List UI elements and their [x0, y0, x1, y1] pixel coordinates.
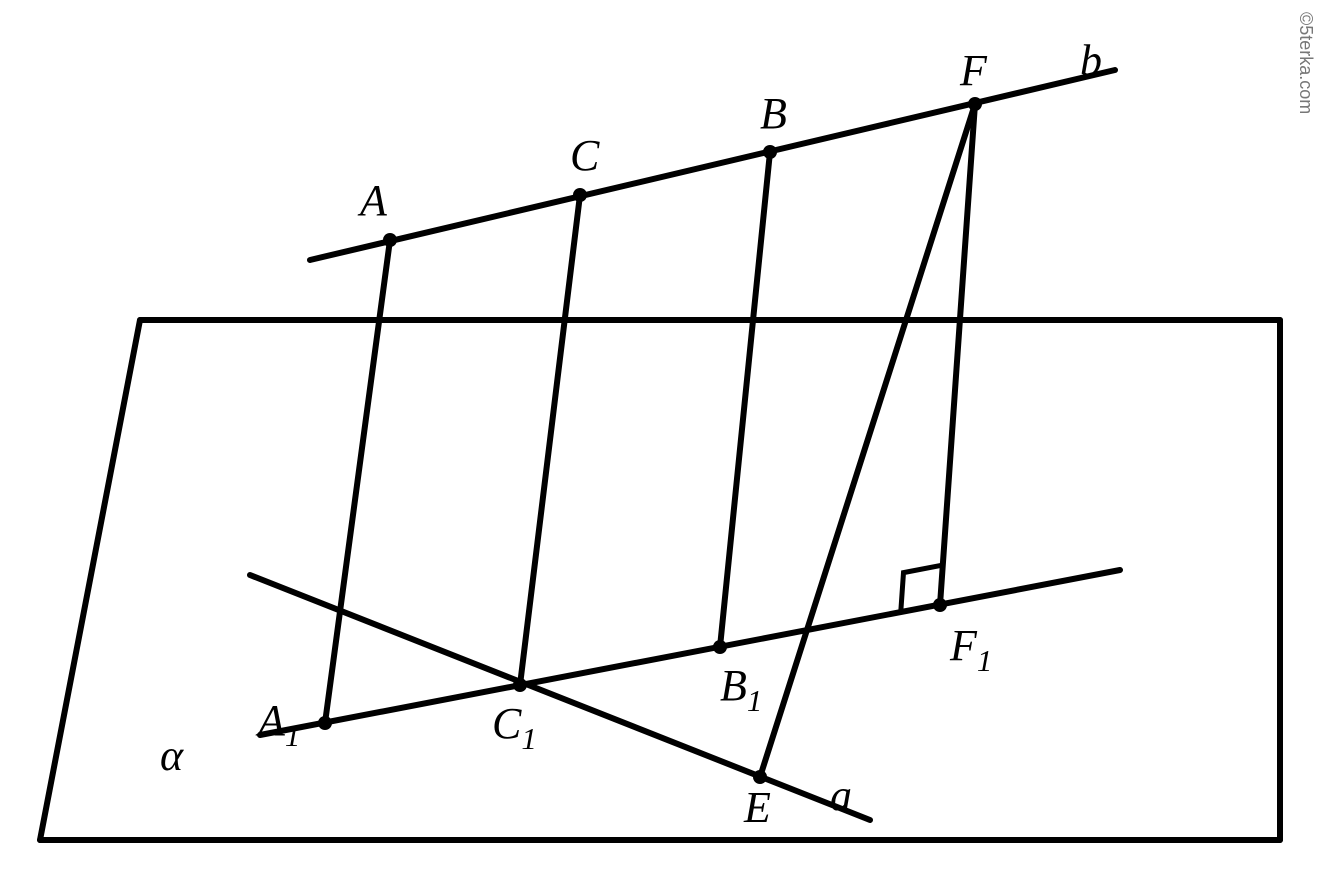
point-C	[573, 188, 587, 202]
point-E	[753, 770, 767, 784]
label-A: A	[357, 176, 388, 225]
label-line-a: a	[830, 771, 852, 820]
segment-CC1	[520, 195, 580, 685]
label-F: F	[959, 46, 988, 95]
plane-edge	[40, 320, 140, 840]
label-B1: B1	[720, 661, 762, 718]
label-E: E	[743, 783, 771, 832]
point-C1	[513, 678, 527, 692]
line-a	[250, 575, 870, 820]
point-F	[968, 97, 982, 111]
segment-FF1	[940, 104, 975, 605]
segment-FE	[760, 104, 975, 777]
segment-BB1	[720, 152, 770, 647]
geometry-diagram: A C B F A1 C1 B1 F1 Eb a α ©5terka.com	[0, 0, 1320, 882]
point-B1	[713, 640, 727, 654]
label-A1: A1	[255, 696, 300, 753]
segment-AA1	[325, 240, 390, 723]
label-C: C	[570, 131, 600, 180]
point-F1	[933, 598, 947, 612]
line-b	[310, 70, 1115, 260]
label-F1: F1	[949, 621, 992, 678]
label-C1: C1	[492, 699, 537, 756]
watermark: ©5terka.com	[1296, 12, 1316, 114]
label-line-b: b	[1080, 36, 1102, 85]
point-B	[763, 145, 777, 159]
point-A1	[318, 716, 332, 730]
label-B: B	[760, 89, 787, 138]
point-A	[383, 233, 397, 247]
label-plane-alpha: α	[160, 731, 184, 780]
